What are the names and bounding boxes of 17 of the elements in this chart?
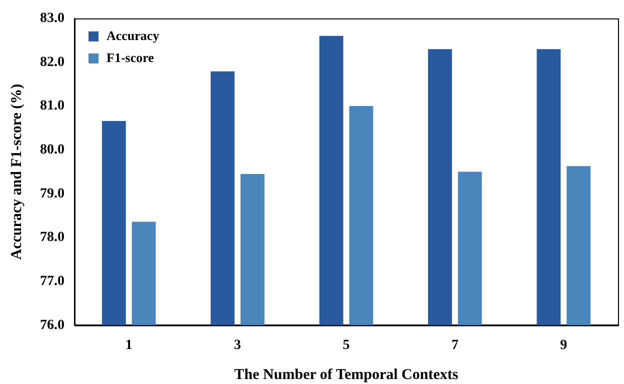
x-tick-label: 3 (234, 338, 242, 354)
x-tick-label: 1 (125, 338, 132, 354)
x-tick-label: 7 (451, 338, 458, 354)
y-tick-label: 82.0 (40, 54, 64, 70)
x-tick-label: 9 (560, 338, 568, 354)
legend-label: F1-score (106, 50, 154, 65)
x-axis-title: The Number of Temporal Contexts (234, 366, 458, 383)
x-tick-label: 5 (342, 338, 350, 354)
y-axis-title: Accuracy and F1-score (%) (8, 84, 25, 260)
y-tick-label: 80.0 (40, 142, 64, 158)
y-tick-label: 76.0 (40, 318, 64, 333)
y-tick-label: 81.0 (40, 98, 64, 114)
y-tick-label: 78.0 (40, 230, 64, 246)
y-tick-label: 83.0 (40, 11, 64, 26)
y-tick-label: 79.0 (40, 186, 64, 202)
y-tick-label: 77.0 (40, 274, 64, 289)
legend-label: Accuracy (106, 28, 160, 43)
